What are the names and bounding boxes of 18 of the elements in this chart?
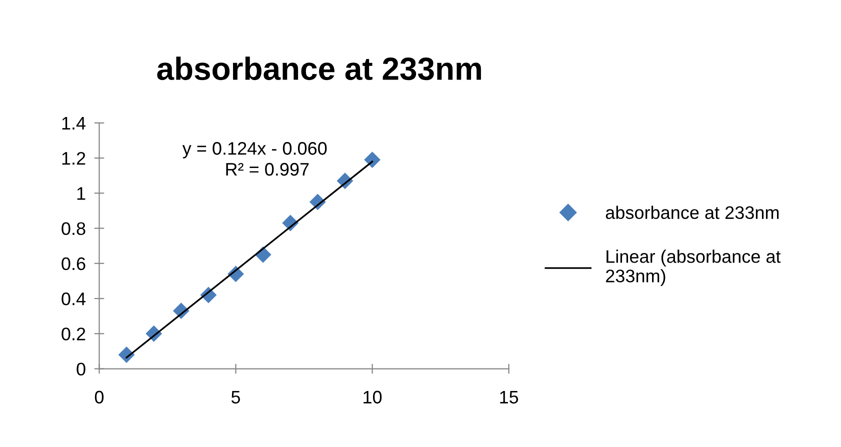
- legend-label: absorbance at 233nm: [606, 206, 779, 220]
- y-tick-label: 0.6: [62, 257, 86, 270]
- x-tick-label: 10: [364, 390, 382, 404]
- annotation: y = 0.124x - 0.060: [182, 142, 327, 158]
- y-tick-label: 0: [76, 362, 86, 376]
- y-tick-label: 1.4: [62, 117, 86, 130]
- y-tick-label: 1: [77, 187, 86, 200]
- chart-title: absorbance at 233nm: [157, 56, 481, 80]
- annotation: R² = 0.997: [226, 162, 309, 176]
- y-tick-label: 0.8: [62, 222, 86, 236]
- y-tick-label: 0.2: [62, 328, 86, 340]
- x-tick-label: 0: [94, 390, 104, 404]
- y-tick-label: 0.4: [62, 292, 86, 306]
- y-tick-label: 1.2: [62, 152, 86, 165]
- x-tick-label: 15: [500, 390, 518, 404]
- x-tick-label: 5: [231, 390, 240, 404]
- legend-label: Linear (absorbance at 233nm): [606, 250, 781, 286]
- point: [364, 152, 380, 168]
